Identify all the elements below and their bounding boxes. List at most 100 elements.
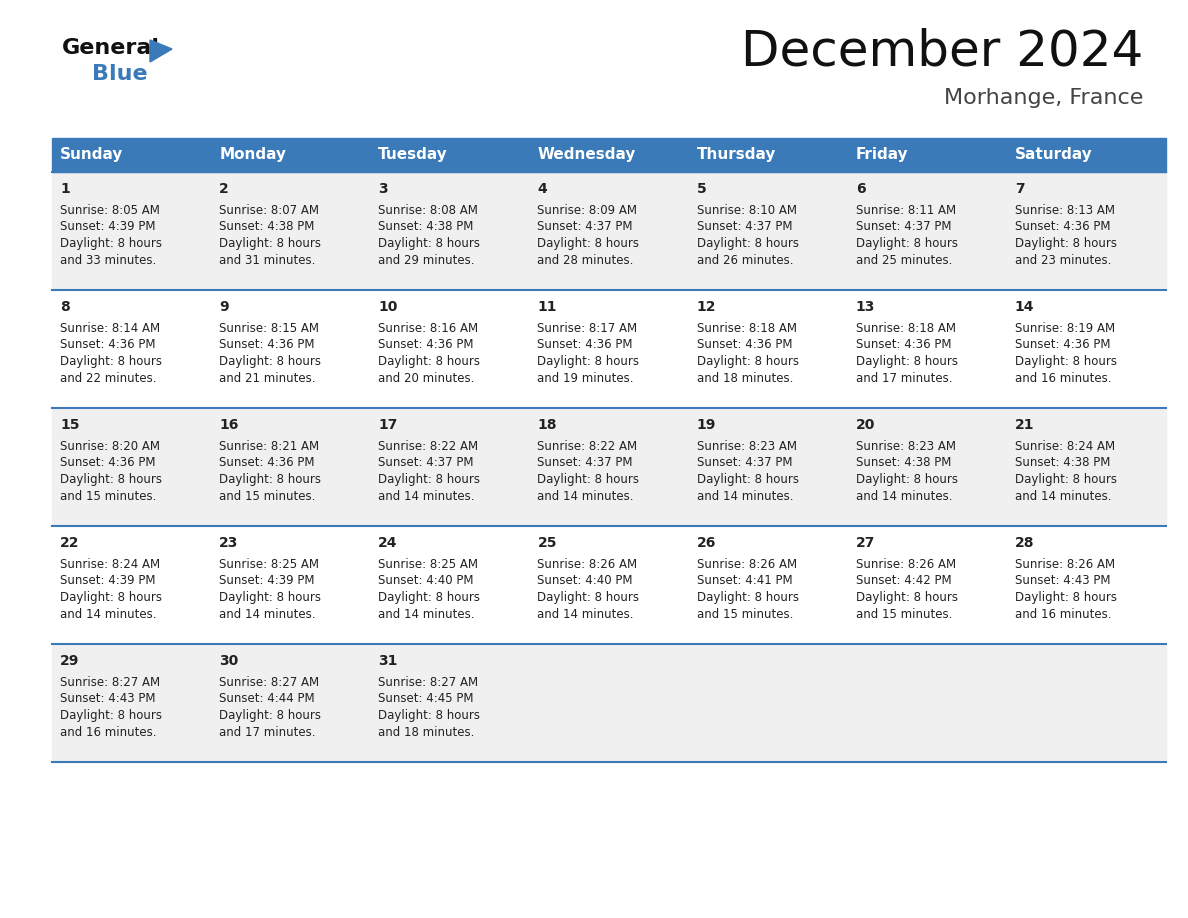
Text: Daylight: 8 hours: Daylight: 8 hours	[537, 237, 639, 250]
Text: Sunset: 4:36 PM: Sunset: 4:36 PM	[537, 339, 633, 352]
Text: Daylight: 8 hours: Daylight: 8 hours	[537, 473, 639, 486]
Text: Sunrise: 8:27 AM: Sunrise: 8:27 AM	[61, 676, 160, 689]
Text: 8: 8	[61, 300, 70, 314]
Text: 26: 26	[696, 536, 716, 550]
Text: Daylight: 8 hours: Daylight: 8 hours	[219, 237, 321, 250]
Text: Sunrise: 8:07 AM: Sunrise: 8:07 AM	[219, 204, 320, 217]
Text: and 14 minutes.: and 14 minutes.	[537, 608, 634, 621]
Text: Sunrise: 8:14 AM: Sunrise: 8:14 AM	[61, 322, 160, 335]
Text: Sunset: 4:41 PM: Sunset: 4:41 PM	[696, 575, 792, 588]
Text: and 33 minutes.: and 33 minutes.	[61, 253, 157, 266]
Text: Sunrise: 8:21 AM: Sunrise: 8:21 AM	[219, 440, 320, 453]
Text: and 19 minutes.: and 19 minutes.	[537, 372, 634, 385]
Text: Sunrise: 8:26 AM: Sunrise: 8:26 AM	[855, 558, 956, 571]
Bar	[1007, 138, 1165, 172]
Text: Sunrise: 8:18 AM: Sunrise: 8:18 AM	[696, 322, 797, 335]
Text: Sunset: 4:38 PM: Sunset: 4:38 PM	[855, 456, 952, 469]
Text: Sunrise: 8:13 AM: Sunrise: 8:13 AM	[1015, 204, 1114, 217]
Bar	[52, 526, 1165, 644]
Text: Sunday: Sunday	[61, 148, 124, 162]
Text: and 14 minutes.: and 14 minutes.	[378, 489, 475, 502]
Text: Daylight: 8 hours: Daylight: 8 hours	[219, 355, 321, 368]
Text: and 14 minutes.: and 14 minutes.	[696, 489, 794, 502]
Text: Sunrise: 8:27 AM: Sunrise: 8:27 AM	[378, 676, 479, 689]
Text: Sunset: 4:44 PM: Sunset: 4:44 PM	[219, 692, 315, 706]
Text: and 16 minutes.: and 16 minutes.	[1015, 608, 1111, 621]
Text: Daylight: 8 hours: Daylight: 8 hours	[696, 591, 798, 604]
Text: Sunset: 4:45 PM: Sunset: 4:45 PM	[378, 692, 474, 706]
Text: Saturday: Saturday	[1015, 148, 1093, 162]
Text: Daylight: 8 hours: Daylight: 8 hours	[855, 355, 958, 368]
Bar	[371, 138, 530, 172]
Text: Daylight: 8 hours: Daylight: 8 hours	[219, 591, 321, 604]
Text: 7: 7	[1015, 182, 1024, 196]
Text: Daylight: 8 hours: Daylight: 8 hours	[61, 355, 162, 368]
Text: 9: 9	[219, 300, 229, 314]
Text: 6: 6	[855, 182, 865, 196]
Text: Daylight: 8 hours: Daylight: 8 hours	[61, 237, 162, 250]
Bar	[52, 644, 1165, 762]
Text: 17: 17	[378, 418, 398, 432]
Text: 25: 25	[537, 536, 557, 550]
Text: Sunrise: 8:25 AM: Sunrise: 8:25 AM	[378, 558, 479, 571]
Text: and 14 minutes.: and 14 minutes.	[1015, 489, 1111, 502]
Text: 22: 22	[61, 536, 80, 550]
Text: 11: 11	[537, 300, 557, 314]
Text: Sunset: 4:36 PM: Sunset: 4:36 PM	[855, 339, 952, 352]
Text: and 15 minutes.: and 15 minutes.	[855, 608, 952, 621]
Text: Daylight: 8 hours: Daylight: 8 hours	[537, 591, 639, 604]
Text: 3: 3	[378, 182, 388, 196]
Text: Sunrise: 8:24 AM: Sunrise: 8:24 AM	[61, 558, 160, 571]
Text: and 20 minutes.: and 20 minutes.	[378, 372, 475, 385]
Text: Sunrise: 8:25 AM: Sunrise: 8:25 AM	[219, 558, 320, 571]
Text: 19: 19	[696, 418, 716, 432]
Text: Daylight: 8 hours: Daylight: 8 hours	[378, 473, 480, 486]
Text: 30: 30	[219, 654, 239, 668]
Text: Sunrise: 8:09 AM: Sunrise: 8:09 AM	[537, 204, 638, 217]
Text: Blue: Blue	[91, 64, 147, 84]
Text: Daylight: 8 hours: Daylight: 8 hours	[696, 237, 798, 250]
Text: Daylight: 8 hours: Daylight: 8 hours	[696, 355, 798, 368]
Text: Daylight: 8 hours: Daylight: 8 hours	[219, 473, 321, 486]
Text: 2: 2	[219, 182, 229, 196]
Text: Sunset: 4:39 PM: Sunset: 4:39 PM	[61, 575, 156, 588]
Text: and 14 minutes.: and 14 minutes.	[537, 489, 634, 502]
Text: Sunset: 4:39 PM: Sunset: 4:39 PM	[219, 575, 315, 588]
Text: Daylight: 8 hours: Daylight: 8 hours	[855, 237, 958, 250]
Text: Sunset: 4:37 PM: Sunset: 4:37 PM	[378, 456, 474, 469]
Bar	[52, 172, 1165, 290]
Text: and 18 minutes.: and 18 minutes.	[696, 372, 792, 385]
Text: Sunrise: 8:18 AM: Sunrise: 8:18 AM	[855, 322, 955, 335]
Text: 1: 1	[61, 182, 70, 196]
Text: Wednesday: Wednesday	[537, 148, 636, 162]
Text: and 14 minutes.: and 14 minutes.	[219, 608, 316, 621]
Text: 27: 27	[855, 536, 876, 550]
Text: Sunset: 4:40 PM: Sunset: 4:40 PM	[378, 575, 474, 588]
Text: Daylight: 8 hours: Daylight: 8 hours	[378, 355, 480, 368]
Text: Daylight: 8 hours: Daylight: 8 hours	[1015, 473, 1117, 486]
Text: Sunrise: 8:23 AM: Sunrise: 8:23 AM	[696, 440, 797, 453]
Text: Sunrise: 8:20 AM: Sunrise: 8:20 AM	[61, 440, 160, 453]
Text: and 14 minutes.: and 14 minutes.	[378, 608, 475, 621]
Text: Sunset: 4:38 PM: Sunset: 4:38 PM	[378, 220, 474, 233]
Text: Sunrise: 8:26 AM: Sunrise: 8:26 AM	[696, 558, 797, 571]
Text: 13: 13	[855, 300, 876, 314]
Text: Sunset: 4:36 PM: Sunset: 4:36 PM	[61, 339, 156, 352]
Text: Sunrise: 8:11 AM: Sunrise: 8:11 AM	[855, 204, 956, 217]
Text: and 25 minutes.: and 25 minutes.	[855, 253, 952, 266]
Text: Daylight: 8 hours: Daylight: 8 hours	[61, 473, 162, 486]
Text: Sunset: 4:37 PM: Sunset: 4:37 PM	[696, 456, 792, 469]
Text: and 21 minutes.: and 21 minutes.	[219, 372, 316, 385]
Text: 12: 12	[696, 300, 716, 314]
Text: Sunset: 4:36 PM: Sunset: 4:36 PM	[1015, 339, 1111, 352]
Text: Sunset: 4:40 PM: Sunset: 4:40 PM	[537, 575, 633, 588]
Text: Daylight: 8 hours: Daylight: 8 hours	[855, 591, 958, 604]
Text: Sunrise: 8:10 AM: Sunrise: 8:10 AM	[696, 204, 797, 217]
Text: and 14 minutes.: and 14 minutes.	[855, 489, 953, 502]
Text: and 15 minutes.: and 15 minutes.	[696, 608, 792, 621]
Text: 18: 18	[537, 418, 557, 432]
Text: Sunset: 4:37 PM: Sunset: 4:37 PM	[855, 220, 952, 233]
Text: Daylight: 8 hours: Daylight: 8 hours	[61, 709, 162, 722]
Bar	[530, 138, 689, 172]
Text: and 15 minutes.: and 15 minutes.	[61, 489, 157, 502]
